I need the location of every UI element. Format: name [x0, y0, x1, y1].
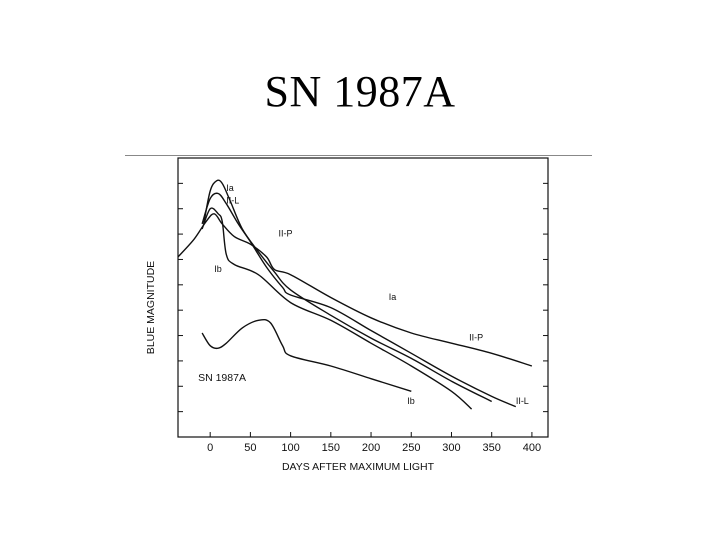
x-tick-label: 300 [442, 442, 460, 454]
plot-frame [177, 157, 549, 438]
series-label: II-P [279, 229, 293, 239]
series-line-ib [201, 207, 473, 410]
x-tick-label: 250 [402, 442, 420, 454]
series-label: Ib [214, 264, 222, 274]
series-label: Ia [226, 183, 234, 193]
x-tick-label: 100 [281, 442, 299, 454]
series-line-ia [203, 179, 493, 403]
x-tick-label: 150 [322, 442, 340, 454]
x-tick-label: 50 [244, 442, 256, 454]
x-tick-label: 350 [483, 442, 501, 454]
x-tick-label: 200 [362, 442, 380, 454]
series-line-ii-l [201, 192, 517, 408]
slide-title: SN 1987A [264, 67, 456, 116]
series-label: SN 1987A [198, 372, 246, 384]
series-label-secondary: II-P [469, 333, 483, 343]
title-divider [125, 155, 592, 156]
series-line-sn-1987a [201, 318, 412, 392]
series-labels: Ia Ia II-L II-L II-P II-P Ib Ib SN 1987A [198, 183, 529, 406]
series-label-secondary: Ib [407, 396, 415, 406]
series-lines [177, 179, 533, 410]
series-label-secondary: II-L [516, 396, 529, 406]
y-axis-label: BLUE MAGNITUDE [145, 261, 157, 354]
x-tick-label: 0 [207, 442, 213, 454]
series-line-ii-p [177, 213, 533, 367]
x-axis-label: DAYS AFTER MAXIMUM LIGHT [282, 461, 435, 473]
series-label-secondary: Ia [389, 292, 397, 302]
series-label: II-L [226, 196, 239, 206]
axis-ticks: 0 50 100 150 200 250 300 350 400 [178, 182, 548, 454]
x-tick-label: 400 [523, 442, 541, 454]
